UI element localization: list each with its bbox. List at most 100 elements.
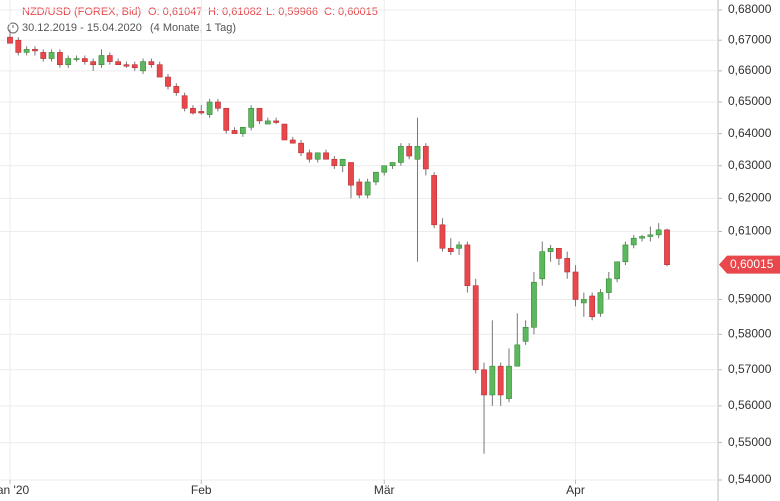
candle-body — [7, 36, 13, 44]
y-tick-label: 0,63000 — [728, 158, 772, 172]
candle-body — [339, 158, 346, 167]
candle-body — [655, 229, 662, 236]
candle-body — [422, 146, 429, 170]
candle-body — [281, 123, 288, 141]
candle-body — [273, 120, 280, 123]
candle-body — [57, 52, 63, 65]
candle-body — [630, 237, 637, 246]
candle-body — [215, 101, 221, 109]
candle-body — [356, 181, 363, 196]
candle-body — [414, 146, 421, 160]
candle-body — [148, 61, 155, 65]
candle-body — [447, 247, 454, 252]
candle-body — [15, 39, 22, 53]
candle-body — [539, 251, 546, 280]
candle-body — [123, 64, 130, 67]
clock-icon — [7, 22, 19, 34]
candle-body — [206, 101, 213, 115]
x-tick-label: Jan '20 — [0, 483, 29, 497]
y-tick-label: 0,66000 — [728, 63, 772, 77]
y-tick-label: 0,58000 — [728, 326, 772, 340]
y-tick-label: 0,68000 — [728, 2, 772, 16]
candle-body — [664, 229, 670, 265]
candle-body — [556, 247, 562, 259]
candle-body — [23, 49, 30, 53]
candle-body — [431, 175, 438, 226]
candle-body — [381, 165, 388, 173]
candle-body — [514, 344, 521, 367]
candle-body — [464, 244, 471, 286]
candle-body — [156, 64, 163, 78]
candle-body — [323, 152, 329, 160]
candle-body — [40, 52, 47, 59]
candle-body — [106, 55, 113, 62]
candle-body — [32, 49, 38, 52]
y-tick-label: 0,62000 — [728, 191, 772, 205]
candle-body — [456, 244, 462, 249]
y-tick-label: 0,57000 — [728, 362, 772, 376]
candle-body — [522, 326, 529, 342]
x-tick-label: Apr — [566, 483, 585, 497]
candle-body — [190, 107, 196, 114]
candle-body — [90, 61, 97, 65]
instrument-title: NZD/USD (FOREX, Bid) — [22, 6, 141, 18]
ohlc-open: O: 0,61047 — [148, 6, 202, 18]
candle-body — [298, 142, 304, 154]
candle-body — [181, 95, 188, 109]
candle-body — [239, 126, 246, 134]
candle-body — [131, 64, 138, 69]
candle-body — [264, 120, 271, 125]
last-price-marker — [719, 255, 780, 274]
candle-body — [256, 107, 263, 122]
candle-body — [348, 162, 354, 186]
candle-body — [572, 271, 579, 300]
candle-body — [397, 146, 404, 163]
duration: (4 Monate, 1 Tag) — [150, 22, 236, 34]
candle-body — [115, 61, 121, 65]
candle-body — [564, 258, 571, 273]
candle-body — [289, 139, 296, 144]
candle-body — [531, 281, 537, 328]
candle-body — [73, 58, 80, 60]
y-tick-label: 0,59000 — [728, 292, 772, 306]
candle-body — [614, 261, 620, 280]
candle-body — [547, 247, 554, 252]
y-tick-label: 0,55000 — [728, 435, 772, 449]
candle-body — [605, 278, 612, 293]
candle-body — [165, 76, 171, 87]
candle-body — [140, 61, 146, 72]
candle-body — [223, 107, 230, 131]
ohlc-close: C: 0,60015 — [324, 6, 378, 18]
last-price-label: 0,60015 — [730, 257, 774, 271]
candle-body — [406, 146, 413, 157]
period: 30.12.2019 - 15.04.2020 — [22, 22, 142, 34]
candle-body — [231, 130, 238, 134]
x-tick-label: Mär — [374, 483, 395, 497]
candle-body — [489, 365, 496, 396]
candle-body — [248, 107, 255, 128]
candle-body — [389, 162, 396, 167]
candle-body — [472, 285, 479, 371]
candle-body — [481, 369, 487, 396]
y-tick-label: 0,65000 — [728, 94, 772, 108]
ohlc-low: L: 0,59966 — [266, 6, 318, 18]
candle-body — [497, 365, 504, 396]
candle-body — [639, 236, 645, 239]
y-tick-label: 0,64000 — [728, 126, 772, 140]
candle-body — [198, 111, 205, 114]
x-tick-label: Feb — [191, 483, 212, 497]
candle-body — [81, 58, 88, 62]
candle-body — [65, 58, 72, 65]
candle-body — [439, 224, 446, 249]
header: NZD/USD (FOREX, Bid) O: 0,61047 H: 0,610… — [7, 6, 378, 34]
candle-body — [622, 244, 629, 263]
candle-body — [331, 158, 338, 167]
ohlc-high: H: 0,61082 — [208, 6, 262, 18]
y-tick-label: 0,54000 — [728, 472, 772, 486]
candle-body — [589, 295, 596, 318]
candle-body — [48, 52, 55, 59]
candle-body — [173, 86, 180, 93]
y-tick-label: 0,67000 — [728, 32, 772, 46]
